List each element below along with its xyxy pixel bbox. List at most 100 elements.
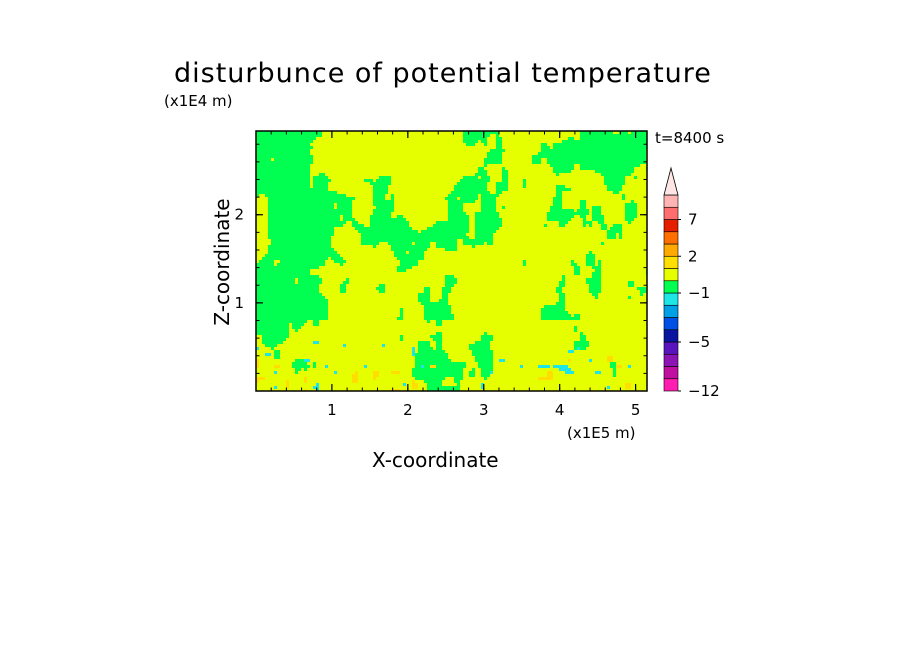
field-cell — [562, 176, 565, 179]
field-cell — [427, 251, 430, 254]
field-cell — [490, 257, 493, 260]
field-cell — [421, 290, 424, 293]
field-cell — [547, 266, 550, 269]
field-cell — [376, 173, 379, 176]
field-cell — [472, 155, 475, 158]
field-cell — [622, 290, 625, 293]
field-cell — [430, 254, 433, 257]
field-cell — [295, 281, 298, 284]
field-cell — [421, 191, 424, 194]
field-cell — [517, 197, 520, 200]
field-cell — [538, 278, 541, 281]
field-cell — [595, 227, 598, 230]
field-cell — [604, 188, 607, 191]
field-cell — [349, 221, 352, 224]
field-cell — [511, 134, 514, 137]
field-cell — [508, 218, 511, 221]
field-cell — [370, 278, 373, 281]
field-cell — [544, 257, 547, 260]
field-cell — [628, 275, 631, 278]
field-cell — [520, 311, 523, 314]
field-cell — [433, 167, 436, 170]
field-cell — [622, 281, 625, 284]
field-cell — [346, 251, 349, 254]
field-cell — [424, 212, 427, 215]
field-cell — [577, 242, 580, 245]
field-cell — [493, 167, 496, 170]
field-cell — [628, 299, 631, 302]
field-cell — [406, 281, 409, 284]
field-cell — [475, 209, 478, 212]
field-cell — [430, 257, 433, 260]
field-cell — [562, 200, 565, 203]
field-cell — [343, 167, 346, 170]
field-cell — [334, 182, 337, 185]
field-cell — [433, 185, 436, 188]
field-cell — [349, 233, 352, 236]
field-cell — [613, 311, 616, 314]
field-cell — [478, 140, 481, 143]
field-cell — [595, 224, 598, 227]
field-cell — [418, 161, 421, 164]
field-cell — [595, 176, 598, 179]
field-cell — [346, 149, 349, 152]
field-cell — [640, 266, 643, 269]
field-cell — [499, 278, 502, 281]
field-cell — [493, 173, 496, 176]
field-cell — [637, 251, 640, 254]
field-cell — [445, 158, 448, 161]
field-cell — [436, 251, 439, 254]
field-cell — [595, 200, 598, 203]
field-cell — [433, 197, 436, 200]
field-cell — [352, 185, 355, 188]
field-cell — [385, 299, 388, 302]
field-cell — [343, 302, 346, 305]
field-cell — [457, 137, 460, 140]
field-cell — [625, 182, 628, 185]
field-cell — [394, 290, 397, 293]
field-cell — [397, 296, 400, 299]
field-cell — [391, 188, 394, 191]
field-cell — [565, 200, 568, 203]
field-cell — [385, 143, 388, 146]
field-cell — [448, 176, 451, 179]
field-cell — [412, 197, 415, 200]
field-cell — [526, 185, 529, 188]
field-cell — [577, 311, 580, 314]
field-cell — [520, 281, 523, 284]
field-cell — [451, 257, 454, 260]
field-cell — [577, 206, 580, 209]
field-cell — [424, 197, 427, 200]
field-cell — [352, 314, 355, 317]
field-cell — [418, 134, 421, 137]
field-cell — [508, 251, 511, 254]
field-cell — [496, 233, 499, 236]
field-cell — [469, 164, 472, 167]
field-cell — [343, 227, 346, 230]
field-cell — [415, 212, 418, 215]
field-cell — [526, 284, 529, 287]
field-cell — [544, 173, 547, 176]
field-cell — [337, 263, 340, 266]
field-cell — [607, 299, 610, 302]
field-cell — [520, 158, 523, 161]
field-cell — [310, 272, 313, 275]
field-cell — [586, 206, 589, 209]
field-cell — [580, 257, 583, 260]
field-cell — [460, 140, 463, 143]
field-cell — [421, 287, 424, 290]
field-cell — [337, 191, 340, 194]
field-cell — [514, 302, 517, 305]
field-cell — [574, 203, 577, 206]
field-cell — [592, 185, 595, 188]
field-cell — [433, 299, 436, 302]
field-cell — [586, 299, 589, 302]
field-cell — [565, 251, 568, 254]
field-cell — [352, 209, 355, 212]
field-cell — [523, 188, 526, 191]
field-cell — [382, 137, 385, 140]
field-cell — [373, 173, 376, 176]
field-cell — [583, 230, 586, 233]
field-cell — [634, 302, 637, 305]
field-cell — [562, 239, 565, 242]
